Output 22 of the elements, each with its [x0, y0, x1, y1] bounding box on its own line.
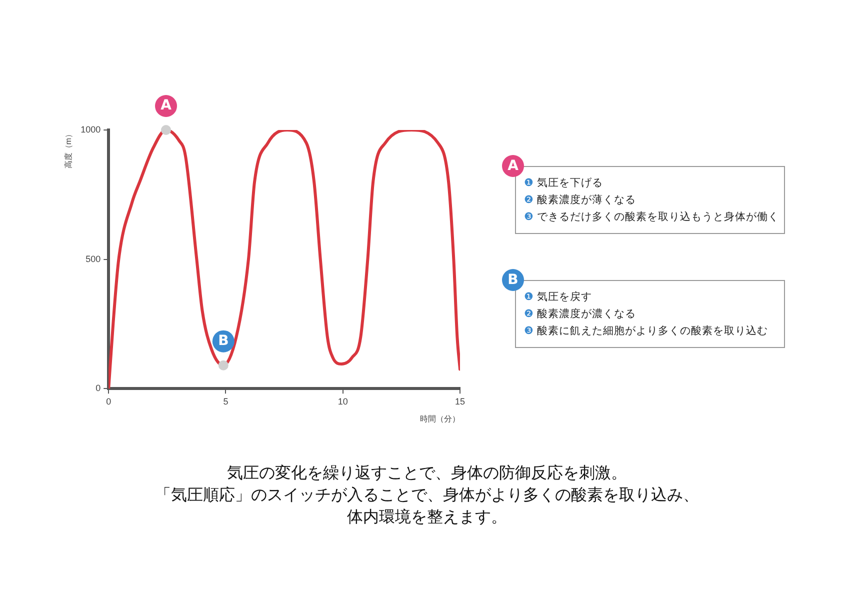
x-tick-label: 15 [454, 396, 466, 406]
text: 体内環境を整えます。 [346, 506, 508, 528]
text: ❸ できるだけ多くの酸素を取り込もうと身体が働く [524, 210, 779, 224]
text: B [508, 272, 518, 288]
text: A [508, 158, 518, 174]
text: 気圧の変化を繰り返すことで、身体の防御反応を刺激。 [226, 462, 628, 484]
x-tick-label: 0 [106, 396, 112, 406]
x-tick-label: 10 [338, 396, 348, 406]
y-axis-title: 高度（m） [64, 130, 74, 169]
y-tick-label: 0 [96, 383, 101, 394]
x-tick-label: 5 [223, 396, 228, 406]
text: ❶ 気圧を戻す [524, 290, 593, 304]
text: ❷ 酸素濃度が濃くなる [524, 307, 637, 321]
y-tick-label: 1000 [80, 124, 101, 134]
annotation: B [218, 332, 229, 349]
text: 「気圧順応」のスイッチが入ることで、身体がより多くの酸素を取り込み、 [154, 484, 700, 506]
text: ❸ 酸素に飢えた細胞がより多くの酸素を取り込む [524, 324, 769, 338]
x-axis-title: 時間（分） [420, 414, 460, 424]
y-tick-label: 500 [86, 254, 101, 264]
annotation: A [160, 98, 172, 114]
text: ❶ 気圧を下げる [524, 176, 604, 190]
text: ❷ 酸素濃度が薄くなる [524, 193, 637, 207]
